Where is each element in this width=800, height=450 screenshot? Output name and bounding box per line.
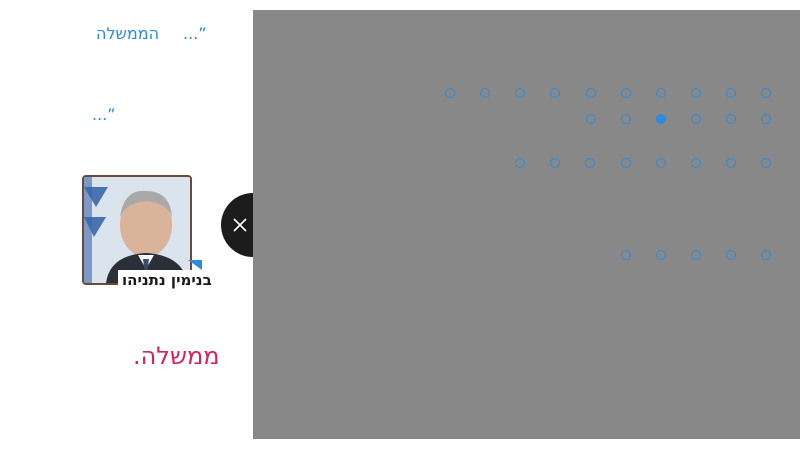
gallery-dot[interactable] [726, 158, 736, 168]
gallery-dot[interactable] [445, 88, 455, 98]
quote-mark: ”... [183, 24, 207, 43]
gallery-dot[interactable] [656, 88, 666, 98]
gallery-dot[interactable] [515, 158, 525, 168]
person-name: בנימין נתניהו [118, 270, 216, 290]
quote-snippet: הממשלה [96, 24, 160, 43]
gallery-dot[interactable] [550, 88, 560, 98]
portrait-photo [82, 175, 192, 285]
gallery-dot[interactable] [550, 158, 560, 168]
gallery-dot[interactable] [656, 114, 666, 124]
portrait-image [84, 177, 190, 283]
gallery-dot[interactable] [515, 88, 525, 98]
gallery-dot[interactable] [621, 114, 631, 124]
gallery-dot[interactable] [656, 158, 666, 168]
close-icon [233, 218, 247, 232]
gallery-dot[interactable] [691, 114, 701, 124]
gallery-dot[interactable] [761, 158, 771, 168]
gallery-overlay [253, 10, 800, 439]
quote-mark-2: ”... [92, 105, 116, 124]
gallery-dot[interactable] [726, 114, 736, 124]
gallery-dot[interactable] [480, 88, 490, 98]
gallery-dot[interactable] [621, 88, 631, 98]
portrait-corner-accent [188, 260, 202, 270]
gallery-dot[interactable] [726, 250, 736, 260]
gallery-dot[interactable] [691, 250, 701, 260]
gallery-dot[interactable] [761, 114, 771, 124]
gallery-dot[interactable] [726, 88, 736, 98]
gallery-dot[interactable] [761, 88, 771, 98]
gallery-dot[interactable] [586, 88, 596, 98]
gallery-dot[interactable] [585, 158, 595, 168]
gallery-dot[interactable] [761, 250, 771, 260]
gallery-dot[interactable] [656, 250, 666, 260]
headline-word: ממשלה. [133, 342, 220, 370]
gallery-dot[interactable] [586, 114, 596, 124]
gallery-dot[interactable] [691, 88, 701, 98]
gallery-dot[interactable] [621, 158, 631, 168]
gallery-dot[interactable] [691, 158, 701, 168]
gallery-dot[interactable] [621, 250, 631, 260]
